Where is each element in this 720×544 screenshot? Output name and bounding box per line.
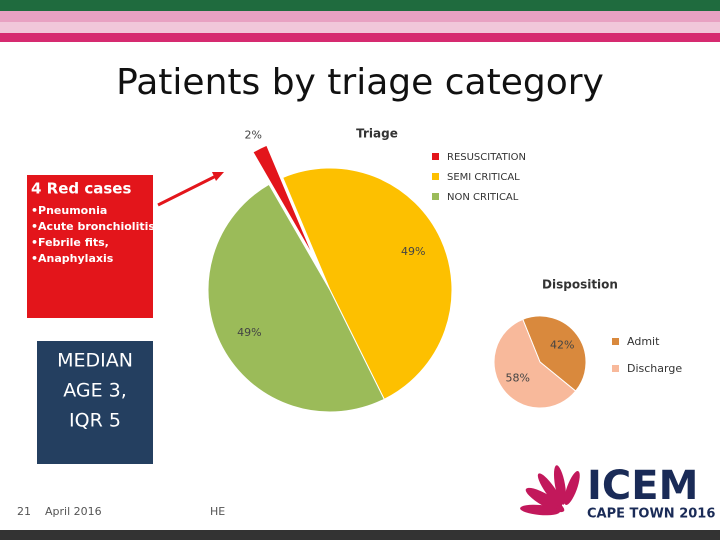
data-label: 42%: [550, 339, 574, 352]
logo-sub: CAPE TOWN 2016: [587, 507, 715, 522]
red-box-item: •Febrile fits,: [31, 236, 109, 249]
data-label: 2%: [245, 128, 262, 141]
data-label: 49%: [401, 245, 425, 258]
footer-date: April 2016: [45, 505, 102, 518]
legend-label: NON CRITICAL: [447, 192, 519, 203]
legend-label: SEMI CRITICAL: [447, 172, 520, 183]
logo-mark: [520, 465, 580, 516]
slide-title: Patients by triage category: [116, 62, 604, 103]
legend-swatch: [432, 173, 439, 180]
red-box-item: •Acute bronchiolitis: [31, 220, 155, 233]
legend-label: RESUSCITATION: [447, 152, 526, 163]
legend-label: Admit: [627, 335, 660, 348]
stripe: [0, 0, 720, 11]
stripe: [0, 11, 720, 22]
stripe: [0, 33, 720, 42]
legend-swatch: [432, 193, 439, 200]
pie-slice: [493, 318, 577, 409]
data-label: 49%: [237, 326, 261, 339]
legend-label: Discharge: [627, 362, 682, 375]
legend-swatch: [612, 365, 619, 372]
median-box: [37, 341, 153, 464]
pie-slice: [522, 315, 587, 392]
stripe: [0, 22, 720, 33]
red-box-heading: 4 Red cases: [31, 180, 131, 198]
data-label: 58%: [506, 371, 530, 384]
arrow: [157, 173, 219, 207]
red-box-item: •Pneumonia: [31, 204, 107, 217]
pie-slice: [252, 144, 315, 259]
chart-title: Triage: [356, 127, 398, 141]
arrow-head: [212, 172, 224, 181]
median-line: IQR 5: [69, 410, 121, 432]
median-line: MEDIAN: [57, 350, 133, 372]
red-box-item: •Anaphylaxis: [31, 252, 114, 265]
footer-initials: HE: [210, 505, 225, 518]
legend-swatch: [612, 338, 619, 345]
pie-slice: [207, 183, 385, 413]
page-number: 21: [17, 505, 31, 518]
pie-slice: [282, 167, 453, 400]
median-line: AGE 3,: [63, 380, 127, 402]
bottom-bar: [0, 530, 720, 540]
red-box: [27, 175, 153, 318]
logo-name: ICEM: [587, 463, 698, 509]
chart-title: Disposition: [542, 278, 618, 292]
legend-swatch: [432, 153, 439, 160]
